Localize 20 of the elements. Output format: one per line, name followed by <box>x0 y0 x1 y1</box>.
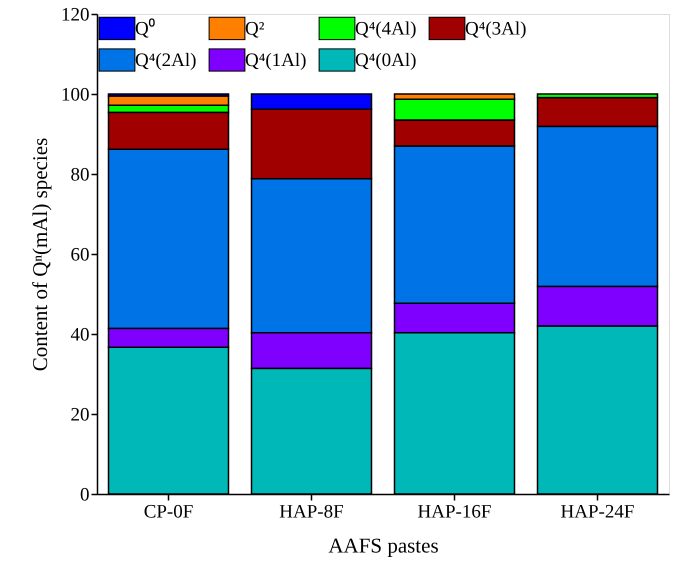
y-tick-label: 80 <box>70 164 90 186</box>
legend-label: Q⁴(1Al) <box>245 50 306 71</box>
y-tick-label: 0 <box>80 484 90 506</box>
y-tick-label: 100 <box>61 84 90 106</box>
x-tick-label: HAP-8F <box>279 502 344 522</box>
legend-label: Q² <box>245 18 265 40</box>
y-axis-title: Content of Qⁿ(mAl) species <box>28 138 52 372</box>
legend-label: Q⁰ <box>135 17 156 40</box>
x-tick-label: CP-0F <box>144 502 194 522</box>
y-tick-label: 60 <box>70 244 90 266</box>
y-tick-label: 20 <box>70 404 90 426</box>
legend-label: Q⁴(0Al) <box>355 50 416 71</box>
legend-label: Q⁴(2Al) <box>135 50 196 71</box>
x-tick-label: HAP-24F <box>560 502 634 522</box>
legend-label: Q⁴(3Al) <box>465 18 526 40</box>
x-axis-title: AAFS pastes <box>328 534 439 558</box>
y-tick-label: 40 <box>70 324 90 346</box>
x-tick-label: HAP-16F <box>418 502 492 522</box>
legend-label: Q⁴(4Al) <box>355 18 416 40</box>
y-tick-label: 120 <box>61 4 90 26</box>
